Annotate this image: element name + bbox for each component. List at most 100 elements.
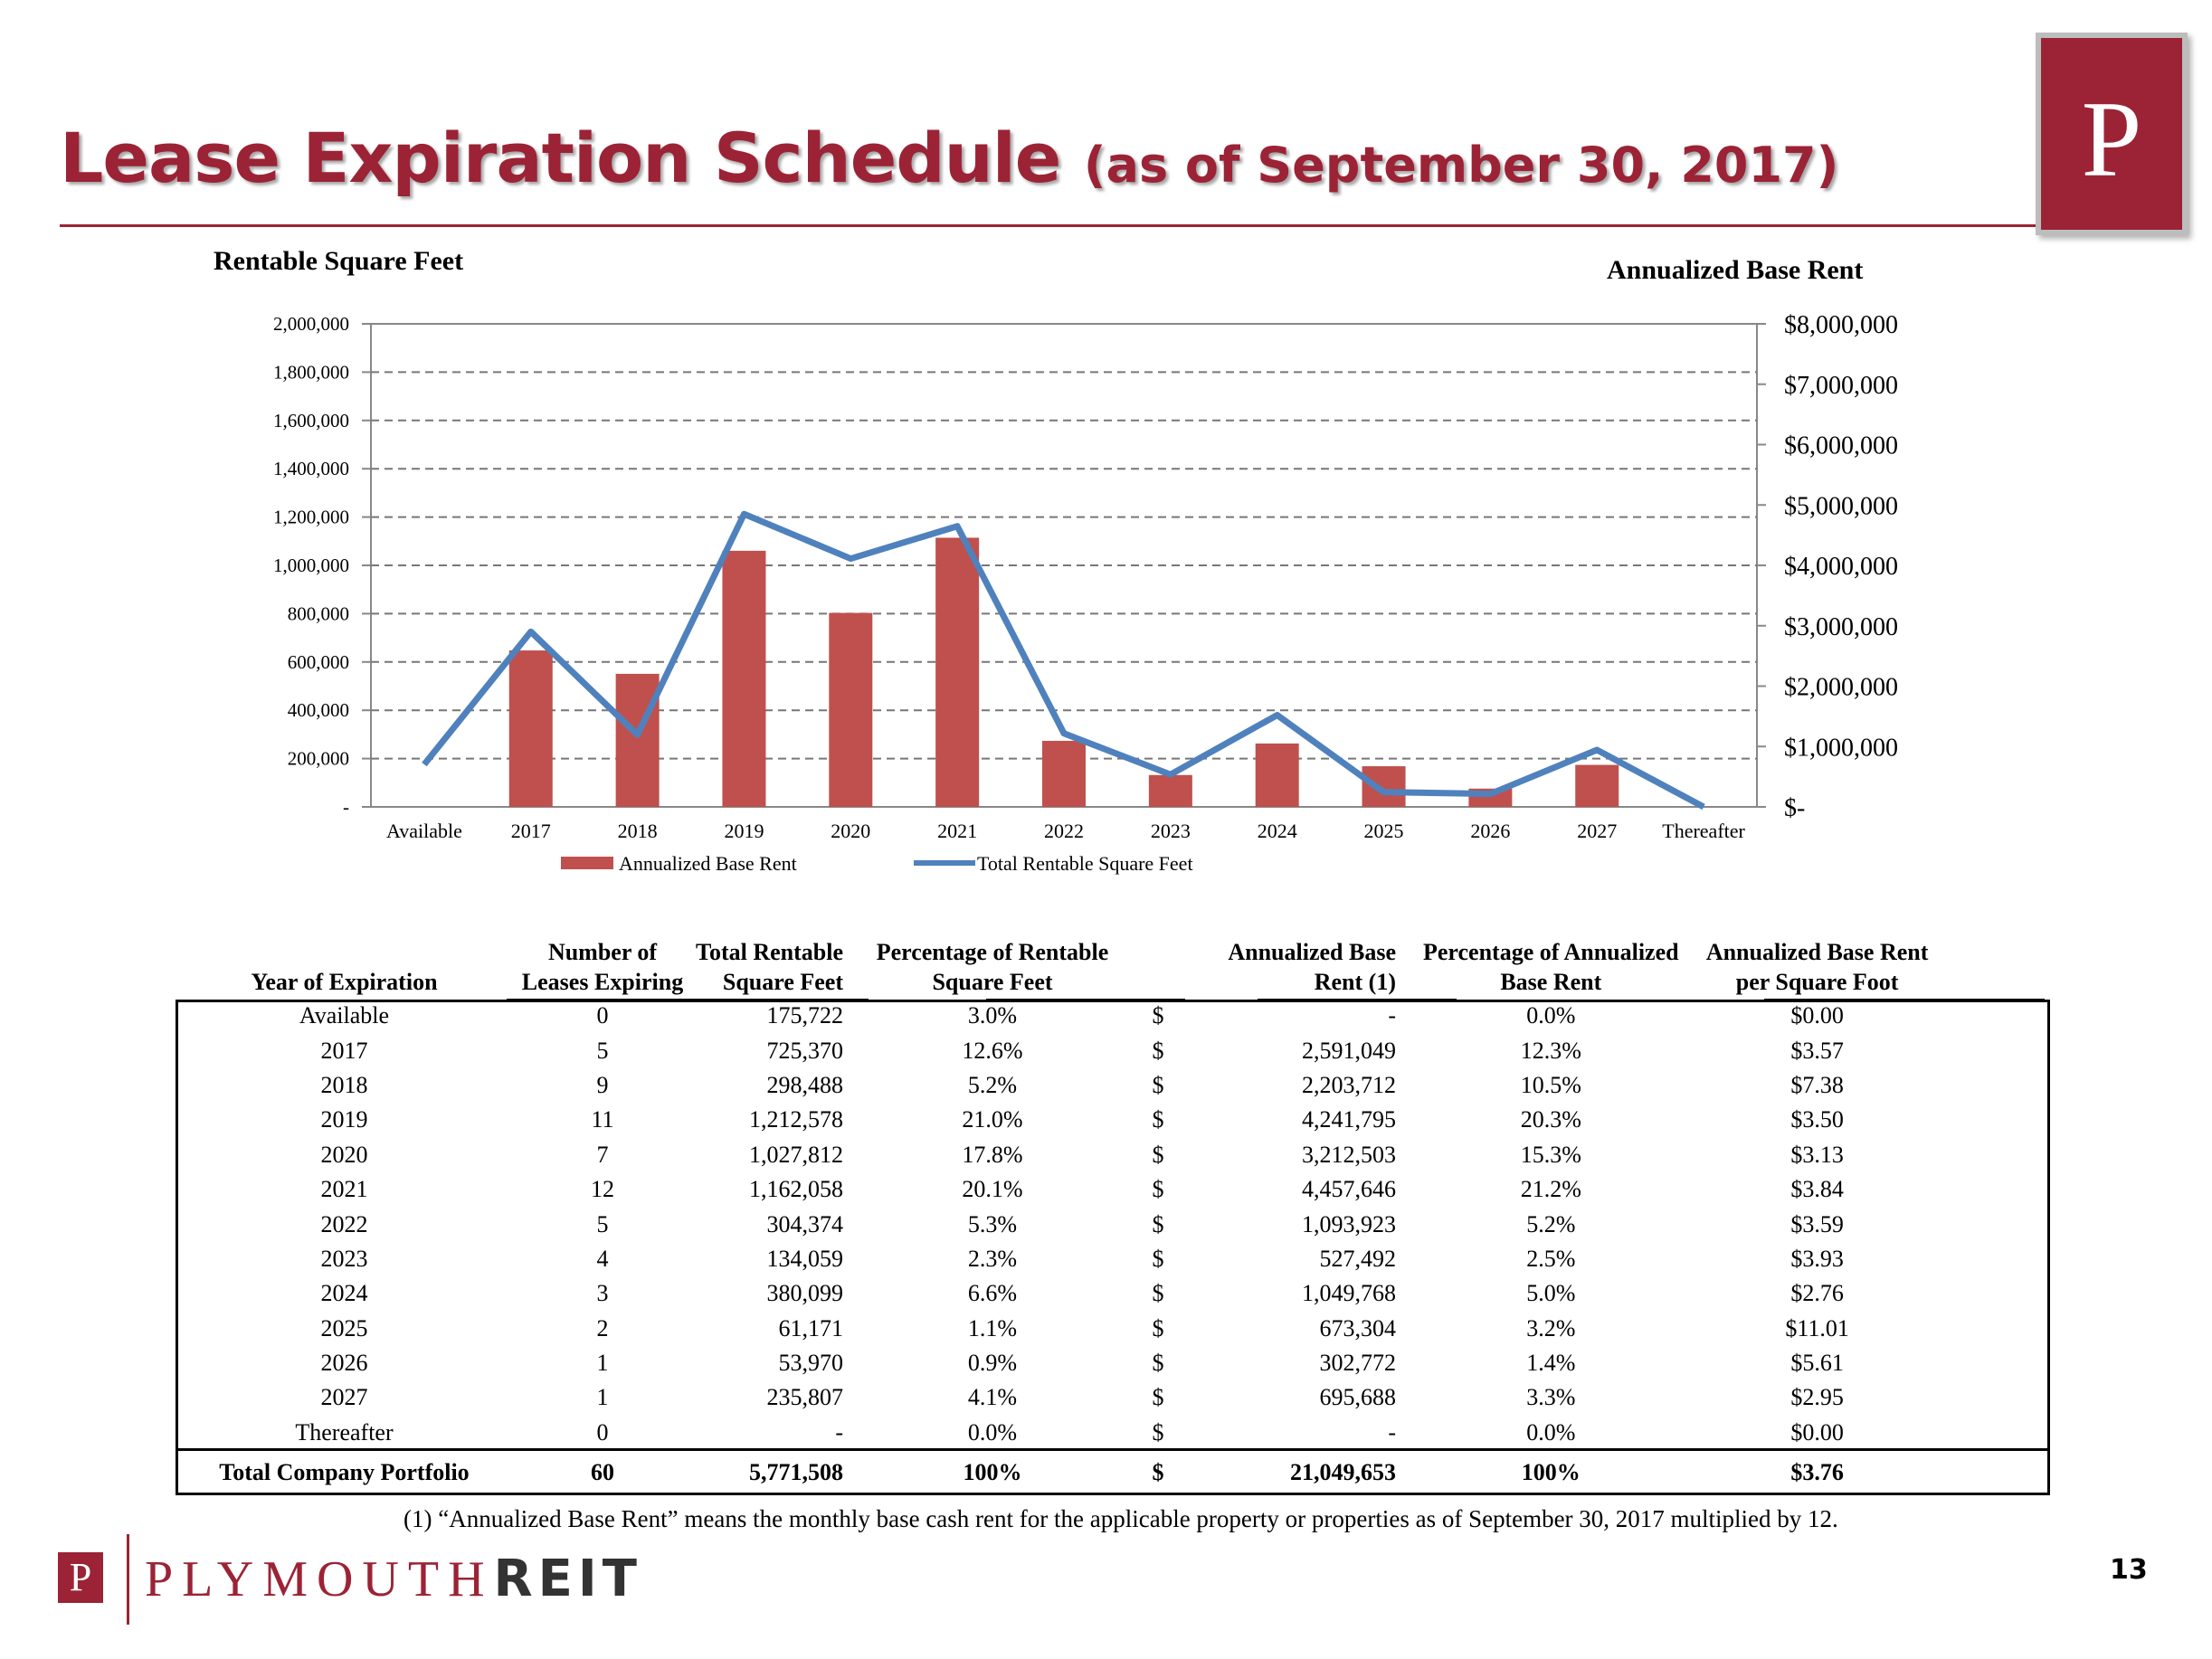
table-cell: $	[1152, 1037, 1164, 1064]
table-cell: $	[1152, 1418, 1164, 1446]
table-cell: $	[1152, 1384, 1164, 1411]
table-cell: 15.3%	[1520, 1141, 1581, 1168]
table-cell: 20.1%	[962, 1176, 1023, 1203]
table-cell: $3.13	[1790, 1141, 1844, 1168]
table-cell: -	[1388, 1418, 1396, 1446]
table-cell: 61,171	[778, 1314, 844, 1341]
table-cell: 3.0%	[967, 1002, 1018, 1029]
legend-label-line: Total Rentable Square Feet	[977, 852, 1193, 875]
table-cell: 21.2%	[1520, 1176, 1581, 1203]
table-cell: 0	[596, 1002, 609, 1029]
right-tick-label: $3,000,000	[1784, 613, 1898, 641]
table-cell: 4,241,795	[1302, 1106, 1396, 1133]
table-row: 2017 5 725,370 12.6% $2,591,049 12.3% $3.57	[176, 1033, 1952, 1067]
title-sub: (as of September 30, 2017)	[1083, 137, 1839, 194]
table-cell: $3.50	[1790, 1106, 1844, 1133]
table-cell: 5.2%	[1526, 1210, 1576, 1237]
right-tick-label: $2,000,000	[1784, 674, 1898, 702]
table-cell: $	[1152, 1141, 1164, 1168]
table-row: 2024 3 380,099 6.6% $1,049,768 5.0% $2.76	[176, 1276, 1952, 1311]
column-header-line: Base Rent	[1500, 969, 1602, 995]
left-tick-label: 600,000	[288, 651, 349, 673]
header-underline	[986, 999, 1185, 1001]
table-cell: 2.3%	[967, 1245, 1018, 1272]
column-header: Number of Leases Expiring	[513, 937, 692, 999]
left-tick-label: 1,800,000	[273, 361, 349, 383]
table-cell: 0.0%	[967, 1418, 1018, 1446]
left-tick-label: 400,000	[288, 699, 349, 721]
column-header: Total Rentable Square Feet	[692, 937, 867, 999]
header-underline	[1764, 999, 2045, 1001]
column-header-line: Total Rentable	[696, 939, 843, 965]
table-cell: $3.57	[1790, 1037, 1844, 1064]
table-cell: 12	[591, 1176, 614, 1203]
table-cell: 304,374	[766, 1210, 844, 1237]
header-underline	[507, 999, 688, 1001]
table-cell: 0	[596, 1418, 609, 1446]
table-cell: 2020	[320, 1141, 368, 1168]
table-cell: 0.9%	[967, 1350, 1018, 1377]
title-main: Lease Expiration Schedule	[60, 118, 1061, 198]
table-cell: 12.6%	[962, 1037, 1023, 1064]
bar-annualized-base-rent	[1255, 743, 1299, 807]
table-row: 2027 1 235,807 4.1% $695,688 3.3% $2.95	[176, 1380, 1952, 1415]
table-cell: 6.6%	[967, 1280, 1018, 1307]
column-header: Percentage of Annualized Base Rent	[1419, 937, 1683, 999]
brand-p-icon: P	[58, 1552, 103, 1603]
legend-swatch-bar	[561, 857, 613, 869]
table-cell: 2	[596, 1314, 609, 1341]
table-cell: Available	[299, 1002, 390, 1029]
right-tick-label: $6,000,000	[1784, 432, 1898, 460]
table-row: 2023 4 134,059 2.3% $527,492 2.5% $3.93	[176, 1242, 1952, 1276]
column-header: Year of Expiration	[176, 937, 513, 999]
table-cell: 725,370	[766, 1037, 844, 1064]
total-cell: 60	[591, 1459, 614, 1486]
table-row: 2022 5 304,374 5.3% $1,093,923 5.2% $3.59	[176, 1207, 1952, 1241]
page-number: 13	[2110, 1554, 2148, 1586]
table-cell: 2024	[320, 1280, 368, 1307]
right-axis-title: Annualized Base Rent	[1607, 255, 1864, 285]
lease-table: Year of Expiration Number of Leases Expiri…	[176, 937, 1952, 1495]
table-cell: $	[1152, 1245, 1164, 1272]
right-tick-label: $5,000,000	[1784, 492, 1898, 520]
header-underline	[679, 999, 869, 1001]
total-cell: Total Company Portfolio	[219, 1459, 470, 1486]
footnote: (1) “Annualized Base Rent” means the mon…	[403, 1505, 1838, 1532]
table-cell: 1.4%	[1526, 1350, 1576, 1377]
column-header-line: Rent (1)	[1314, 969, 1396, 995]
table-cell: 4.1%	[967, 1384, 1018, 1411]
table-cell: 5.0%	[1526, 1280, 1576, 1307]
category-label: 2025	[1364, 820, 1404, 842]
brand-divider	[127, 1534, 129, 1625]
table-cell: $	[1152, 1071, 1164, 1098]
right-tick-label: $1,000,000	[1784, 734, 1898, 762]
table-cell: 2018	[320, 1071, 368, 1098]
left-tick-label: 1,600,000	[273, 410, 349, 431]
category-label: Thereafter	[1662, 820, 1745, 842]
total-cell: $	[1152, 1459, 1164, 1486]
bar-annualized-base-rent	[1042, 740, 1086, 807]
table-cell: 3,212,503	[1302, 1141, 1396, 1168]
left-tick-label: 200,000	[288, 748, 349, 770]
category-label: 2026	[1470, 820, 1510, 842]
table-cell: 5	[596, 1037, 609, 1064]
table-cell: 11	[591, 1106, 614, 1133]
table-cell: 2,203,712	[1302, 1071, 1396, 1098]
table-row: 2019 11 1,212,578 21.0% $4,241,795 20.3% $3.50	[176, 1103, 1952, 1137]
total-divider	[176, 1448, 2050, 1451]
table-cell: 5.2%	[967, 1071, 1018, 1098]
total-cell: 5,771,508	[749, 1459, 843, 1486]
column-header-line: Percentage of Rentable	[876, 939, 1109, 965]
table-cell: $	[1152, 1314, 1164, 1341]
column-header-line: Percentage of Annualized	[1423, 939, 1679, 965]
column-header-line: Square Feet	[722, 969, 843, 995]
table-cell: 673,304	[1319, 1314, 1397, 1341]
table-cell: 1.1%	[967, 1314, 1018, 1341]
table-header-row: Year of Expiration Number of Leases Expiri…	[176, 937, 1952, 999]
total-cell: $3.76	[1790, 1459, 1844, 1486]
column-header-line: Annualized Base Rent	[1705, 939, 1929, 965]
brand-name-text: PLYMOUTH	[145, 1551, 494, 1607]
right-tick-label: $7,000,000	[1784, 372, 1898, 400]
table-cell: 1,049,768	[1302, 1280, 1396, 1307]
legend-label-bar: Annualized Base Rent	[619, 852, 797, 875]
